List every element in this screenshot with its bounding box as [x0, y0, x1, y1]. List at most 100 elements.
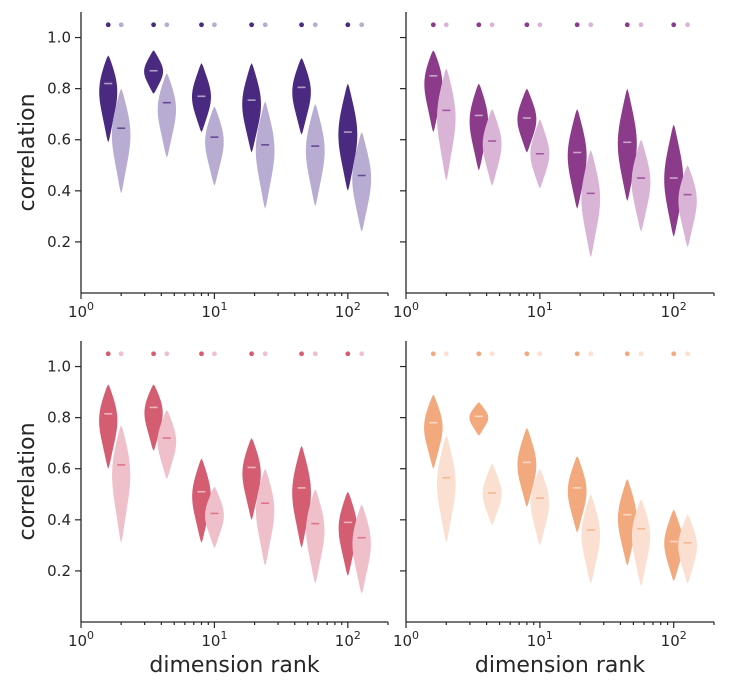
panel-bottom-left: 0.2 0.4 0.6 0.8 1.0 100 101 102 correlation dimen… — [15, 341, 389, 678]
x-tick-label: 101 — [201, 300, 227, 321]
significance-dot — [489, 351, 495, 357]
violin-dark — [517, 88, 537, 153]
significance-dot — [105, 22, 111, 28]
violin-light — [581, 494, 601, 584]
violin-dark — [242, 438, 261, 520]
violin-dark — [192, 63, 211, 133]
significance-dot — [262, 351, 268, 357]
x-tick-label: 100 — [68, 300, 94, 321]
violin-light — [205, 106, 224, 186]
significance-dot — [489, 22, 495, 28]
panels: 0.2 0.4 0.6 0.8 1.0 100 101 102 correlation 100 10… — [15, 12, 715, 678]
violin-light — [436, 435, 456, 543]
significance-dot — [476, 351, 482, 357]
violin-light — [437, 68, 456, 181]
significance-dot — [638, 351, 644, 357]
significance-dot — [685, 22, 691, 28]
violin-light — [352, 504, 371, 594]
violin-dark — [664, 509, 684, 582]
y-axis-title: correlation — [15, 93, 40, 211]
violin-dark — [469, 402, 489, 436]
panel-top-right: 100 101 102 — [393, 12, 715, 321]
violin-light — [111, 88, 131, 194]
significance-dot — [299, 22, 304, 28]
y-tick-label: 0.2 — [47, 562, 71, 580]
y-tick-label: 1.0 — [47, 29, 71, 47]
y-tick-label: 0.4 — [47, 182, 71, 200]
significance-dot — [299, 351, 304, 357]
x-axis-title: dimension rank — [149, 653, 319, 678]
significance-dot — [685, 351, 691, 357]
violin-light — [631, 499, 651, 587]
significance-dot — [430, 351, 436, 357]
violin-dark — [338, 83, 358, 191]
significance-dot — [588, 351, 594, 357]
significance-dot — [199, 22, 204, 28]
violin-light — [482, 109, 502, 186]
significance-dot — [359, 351, 365, 357]
violin-light — [255, 101, 275, 209]
violin-light — [306, 489, 325, 584]
significance-dot — [430, 22, 436, 28]
violin-dark — [144, 50, 164, 94]
violin-light — [352, 132, 372, 232]
x-tick-label: 100 — [68, 629, 94, 650]
violin-light — [581, 149, 601, 258]
significance-dot — [359, 22, 365, 28]
significance-dot — [443, 22, 449, 28]
y-tick-label: 0.8 — [47, 409, 71, 427]
significance-dot — [443, 351, 449, 357]
significance-dot — [624, 351, 630, 357]
y-tick-label: 0.8 — [47, 80, 71, 98]
violin-dark — [99, 384, 118, 469]
significance-dot — [537, 22, 543, 28]
significance-dot — [537, 351, 543, 357]
significance-dot — [671, 22, 677, 28]
x-tick-label: 102 — [335, 300, 361, 321]
significance-dot — [312, 22, 318, 28]
violin-dark — [242, 63, 261, 153]
x-tick-label: 100 — [393, 629, 419, 650]
significance-dot — [105, 351, 111, 357]
y-tick-label: 0.6 — [47, 460, 71, 478]
x-tick-label: 102 — [661, 629, 687, 650]
significance-dot — [118, 351, 124, 357]
significance-dot — [574, 351, 580, 357]
violin-dark — [567, 455, 587, 533]
significance-dot — [199, 351, 204, 357]
violin-dark — [617, 478, 637, 566]
x-tick-label: 101 — [201, 629, 227, 650]
significance-dot — [345, 351, 351, 357]
violin-dark — [99, 55, 118, 143]
y-tick-label: 1.0 — [47, 358, 71, 376]
violin-light — [112, 425, 131, 543]
significance-dot — [524, 22, 530, 28]
significance-dot — [671, 351, 677, 357]
significance-dot — [476, 22, 482, 28]
violin-light — [482, 463, 502, 525]
violin-light — [678, 165, 697, 248]
significance-dot — [574, 22, 580, 28]
significance-dot — [638, 22, 644, 28]
x-tick-label: 100 — [393, 300, 419, 321]
violin-dark — [292, 57, 311, 135]
y-tick-label: 0.6 — [47, 131, 71, 149]
significance-dot — [312, 351, 318, 357]
significance-dot — [212, 22, 217, 28]
significance-dot — [151, 351, 156, 357]
violin-light — [204, 486, 224, 548]
significance-dot — [345, 22, 351, 28]
violin-dark — [664, 124, 684, 237]
significance-dot — [164, 22, 170, 28]
x-axis-title: dimension rank — [475, 653, 645, 678]
violin-dark — [617, 88, 637, 202]
significance-dot — [249, 351, 255, 357]
significance-dot — [524, 351, 530, 357]
significance-dot — [262, 22, 268, 28]
violin-light — [157, 73, 176, 158]
significance-dot — [118, 22, 124, 28]
y-axis-title: correlation — [15, 422, 40, 540]
violin-light — [255, 468, 275, 566]
panel-bottom-right: 100 101 102 dimension rank — [393, 341, 715, 678]
x-tick-label: 101 — [527, 300, 553, 321]
